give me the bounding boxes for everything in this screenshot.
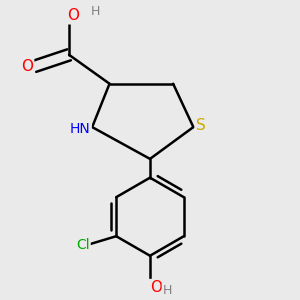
Text: O: O xyxy=(68,8,80,23)
Text: O: O xyxy=(21,59,33,74)
Text: Cl: Cl xyxy=(76,238,90,252)
Text: HN: HN xyxy=(70,122,91,136)
Text: H: H xyxy=(163,284,172,297)
Text: H: H xyxy=(90,5,100,18)
Text: S: S xyxy=(196,118,206,133)
Text: O: O xyxy=(150,280,162,295)
